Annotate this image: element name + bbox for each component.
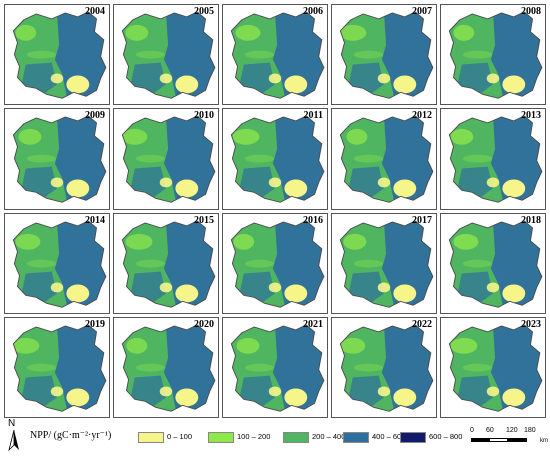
panel-year-label: 2023 [521,318,541,330]
map-panel: 2004 [4,4,110,106]
npp-map [230,115,325,204]
scale-bar: 0 60 120 180 km [470,424,548,452]
panel-year-label: 2012 [412,110,432,122]
panel-year-label: 2015 [194,214,214,226]
map-panel: 2016 [222,212,328,314]
legend-label-400-600: 400 – 600 [372,432,406,441]
map-panel: 2023 [440,316,546,418]
panel-year-label: 2016 [303,214,323,226]
map-panel: 2019 [4,316,110,418]
npp-map [339,11,434,99]
legend-swatch-600-800 [400,432,426,443]
npp-map [230,324,325,412]
map-panel: 2008 [440,4,546,106]
npp-map [121,324,216,412]
npp-map [12,219,107,308]
scale-segment-2 [489,438,508,442]
panel-year-label: 2004 [85,6,105,17]
panel-year-label: 2018 [521,214,541,226]
panel-year-label: 2010 [194,110,214,122]
npp-map [121,11,216,99]
legend-label-200-400: 200 – 400 [312,432,346,441]
panel-year-label: 2014 [85,214,105,226]
npp-map [339,219,434,308]
map-panel: 2010 [113,108,219,210]
north-arrow: N [6,418,22,454]
map-panel: 2021 [222,316,328,418]
npp-map [230,219,325,308]
npp-map-grid: 2004 2005 2006 2007 2008 2009 2010 2011 2012 2013… [4,4,546,418]
legend-row: N NPP/ (gC·m⁻²·yr⁻¹) 0 – 100 100 – 200 2… [0,418,550,456]
map-panel: 2015 [113,212,219,314]
scale-segment-3 [508,438,527,442]
panel-year-label: 2009 [85,110,105,122]
map-panel: 2014 [4,212,110,314]
panel-year-label: 2017 [412,214,432,226]
scale-tick-0: 0 [470,427,474,434]
map-panel: 2009 [4,108,110,210]
scale-unit: km [540,438,548,444]
north-arrow-icon [8,430,19,452]
map-panel: 2006 [222,4,328,106]
map-panel: 2007 [331,4,437,106]
npp-map [448,11,543,99]
map-panel: 2017 [331,212,437,314]
map-panel: 2005 [113,4,219,106]
legend-swatch-400-600 [343,432,369,443]
legend-label-600-800: 600 – 800 [429,432,463,441]
panel-year-label: 2005 [194,6,214,17]
panel-year-label: 2008 [521,6,541,17]
npp-map [12,324,107,412]
npp-map [121,115,216,204]
panel-year-label: 2020 [194,318,214,330]
scale-tick-60: 60 [486,427,494,434]
npp-map [121,219,216,308]
scale-tick-120: 120 [506,427,518,434]
npp-map [12,11,107,99]
map-panel: 2022 [331,316,437,418]
north-label: N [8,418,16,429]
panel-year-label: 2011 [303,110,323,122]
npp-map [339,324,434,412]
map-panel: 2012 [331,108,437,210]
panel-year-label: 2013 [521,110,541,122]
legend-swatch-100-200 [208,432,234,443]
npp-map [339,115,434,204]
map-panel: 2020 [113,316,219,418]
panel-year-label: 2022 [412,318,432,330]
npp-map [448,324,543,412]
npp-map [448,219,543,308]
npp-map [230,11,325,99]
scale-tick-180: 180 [524,427,536,434]
npp-map [448,115,543,204]
npp-map [12,115,107,204]
legend-title: NPP/ (gC·m⁻²·yr⁻¹) [30,430,112,441]
legend-label-0-100: 0 – 100 [167,432,193,441]
map-panel: 2011 [222,108,328,210]
legend-swatch-200-400 [283,432,309,443]
legend-swatch-0-100 [138,432,164,443]
panel-year-label: 2019 [85,318,105,330]
map-panel: 2013 [440,108,546,210]
panel-year-label: 2006 [303,6,323,17]
map-panel: 2018 [440,212,546,314]
panel-year-label: 2007 [412,6,432,17]
scale-segment-1 [471,438,489,442]
legend-label-100-200: 100 – 200 [237,432,271,441]
panel-year-label: 2021 [303,318,323,330]
